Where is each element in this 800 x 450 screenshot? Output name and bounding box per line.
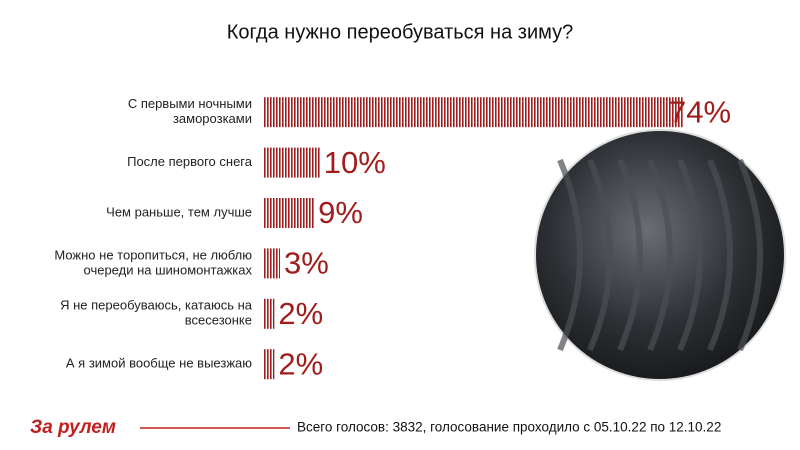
value-label: 2% <box>278 296 323 331</box>
bar <box>263 298 275 329</box>
tire-tread <box>557 158 583 352</box>
category-label: Я не переобуваюсь, катаюсь на <box>60 298 253 313</box>
bar <box>263 349 275 380</box>
tire-tread <box>647 158 673 352</box>
tire-photo <box>534 129 786 381</box>
footer-note: Всего голосов: 3832, голосование проходи… <box>297 420 721 435</box>
chart-title: Когда нужно переобуваться на зиму? <box>227 21 573 43</box>
value-label: 9% <box>318 195 363 230</box>
category-label: Чем раньше, тем лучше <box>106 204 252 219</box>
bar <box>263 248 281 279</box>
tire-tread <box>707 158 733 352</box>
value-label: 10% <box>324 145 386 180</box>
category-label: А я зимой вообще не выезжаю <box>66 356 252 371</box>
tire-tread <box>617 158 643 352</box>
logo: За рулем <box>30 417 116 438</box>
category-label: очереди на шиномонтажках <box>84 262 253 277</box>
value-label: 3% <box>284 246 329 281</box>
bar <box>263 198 315 228</box>
tire-tread <box>737 158 763 352</box>
category-label: заморозками <box>173 111 252 126</box>
category-label: С первыми ночными <box>128 96 252 111</box>
tire-tread <box>677 158 703 352</box>
tire-tread <box>587 158 613 352</box>
category-label: После первого снега <box>127 154 253 169</box>
value-label: 2% <box>278 346 323 381</box>
bar <box>263 147 320 178</box>
bar <box>263 97 683 128</box>
category-label: всесезонке <box>185 313 252 328</box>
value-label: 74% <box>669 94 731 129</box>
category-label: Можно не торопиться, не люблю <box>54 247 252 262</box>
